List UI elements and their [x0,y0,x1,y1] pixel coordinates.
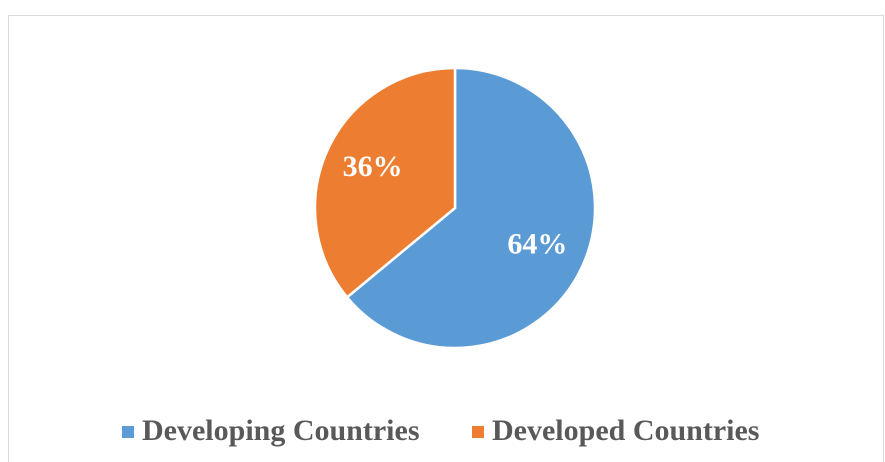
data-label: 36% [343,150,403,183]
legend-swatch [472,426,484,438]
chart-frame [8,15,884,462]
legend-label: Developing Countries [142,414,420,447]
pie-slice [345,66,597,350]
data-label: 64% [507,228,567,261]
legend-swatch [122,426,134,438]
legend-label: Developed Countries [492,414,759,447]
pie-slice [313,66,457,299]
